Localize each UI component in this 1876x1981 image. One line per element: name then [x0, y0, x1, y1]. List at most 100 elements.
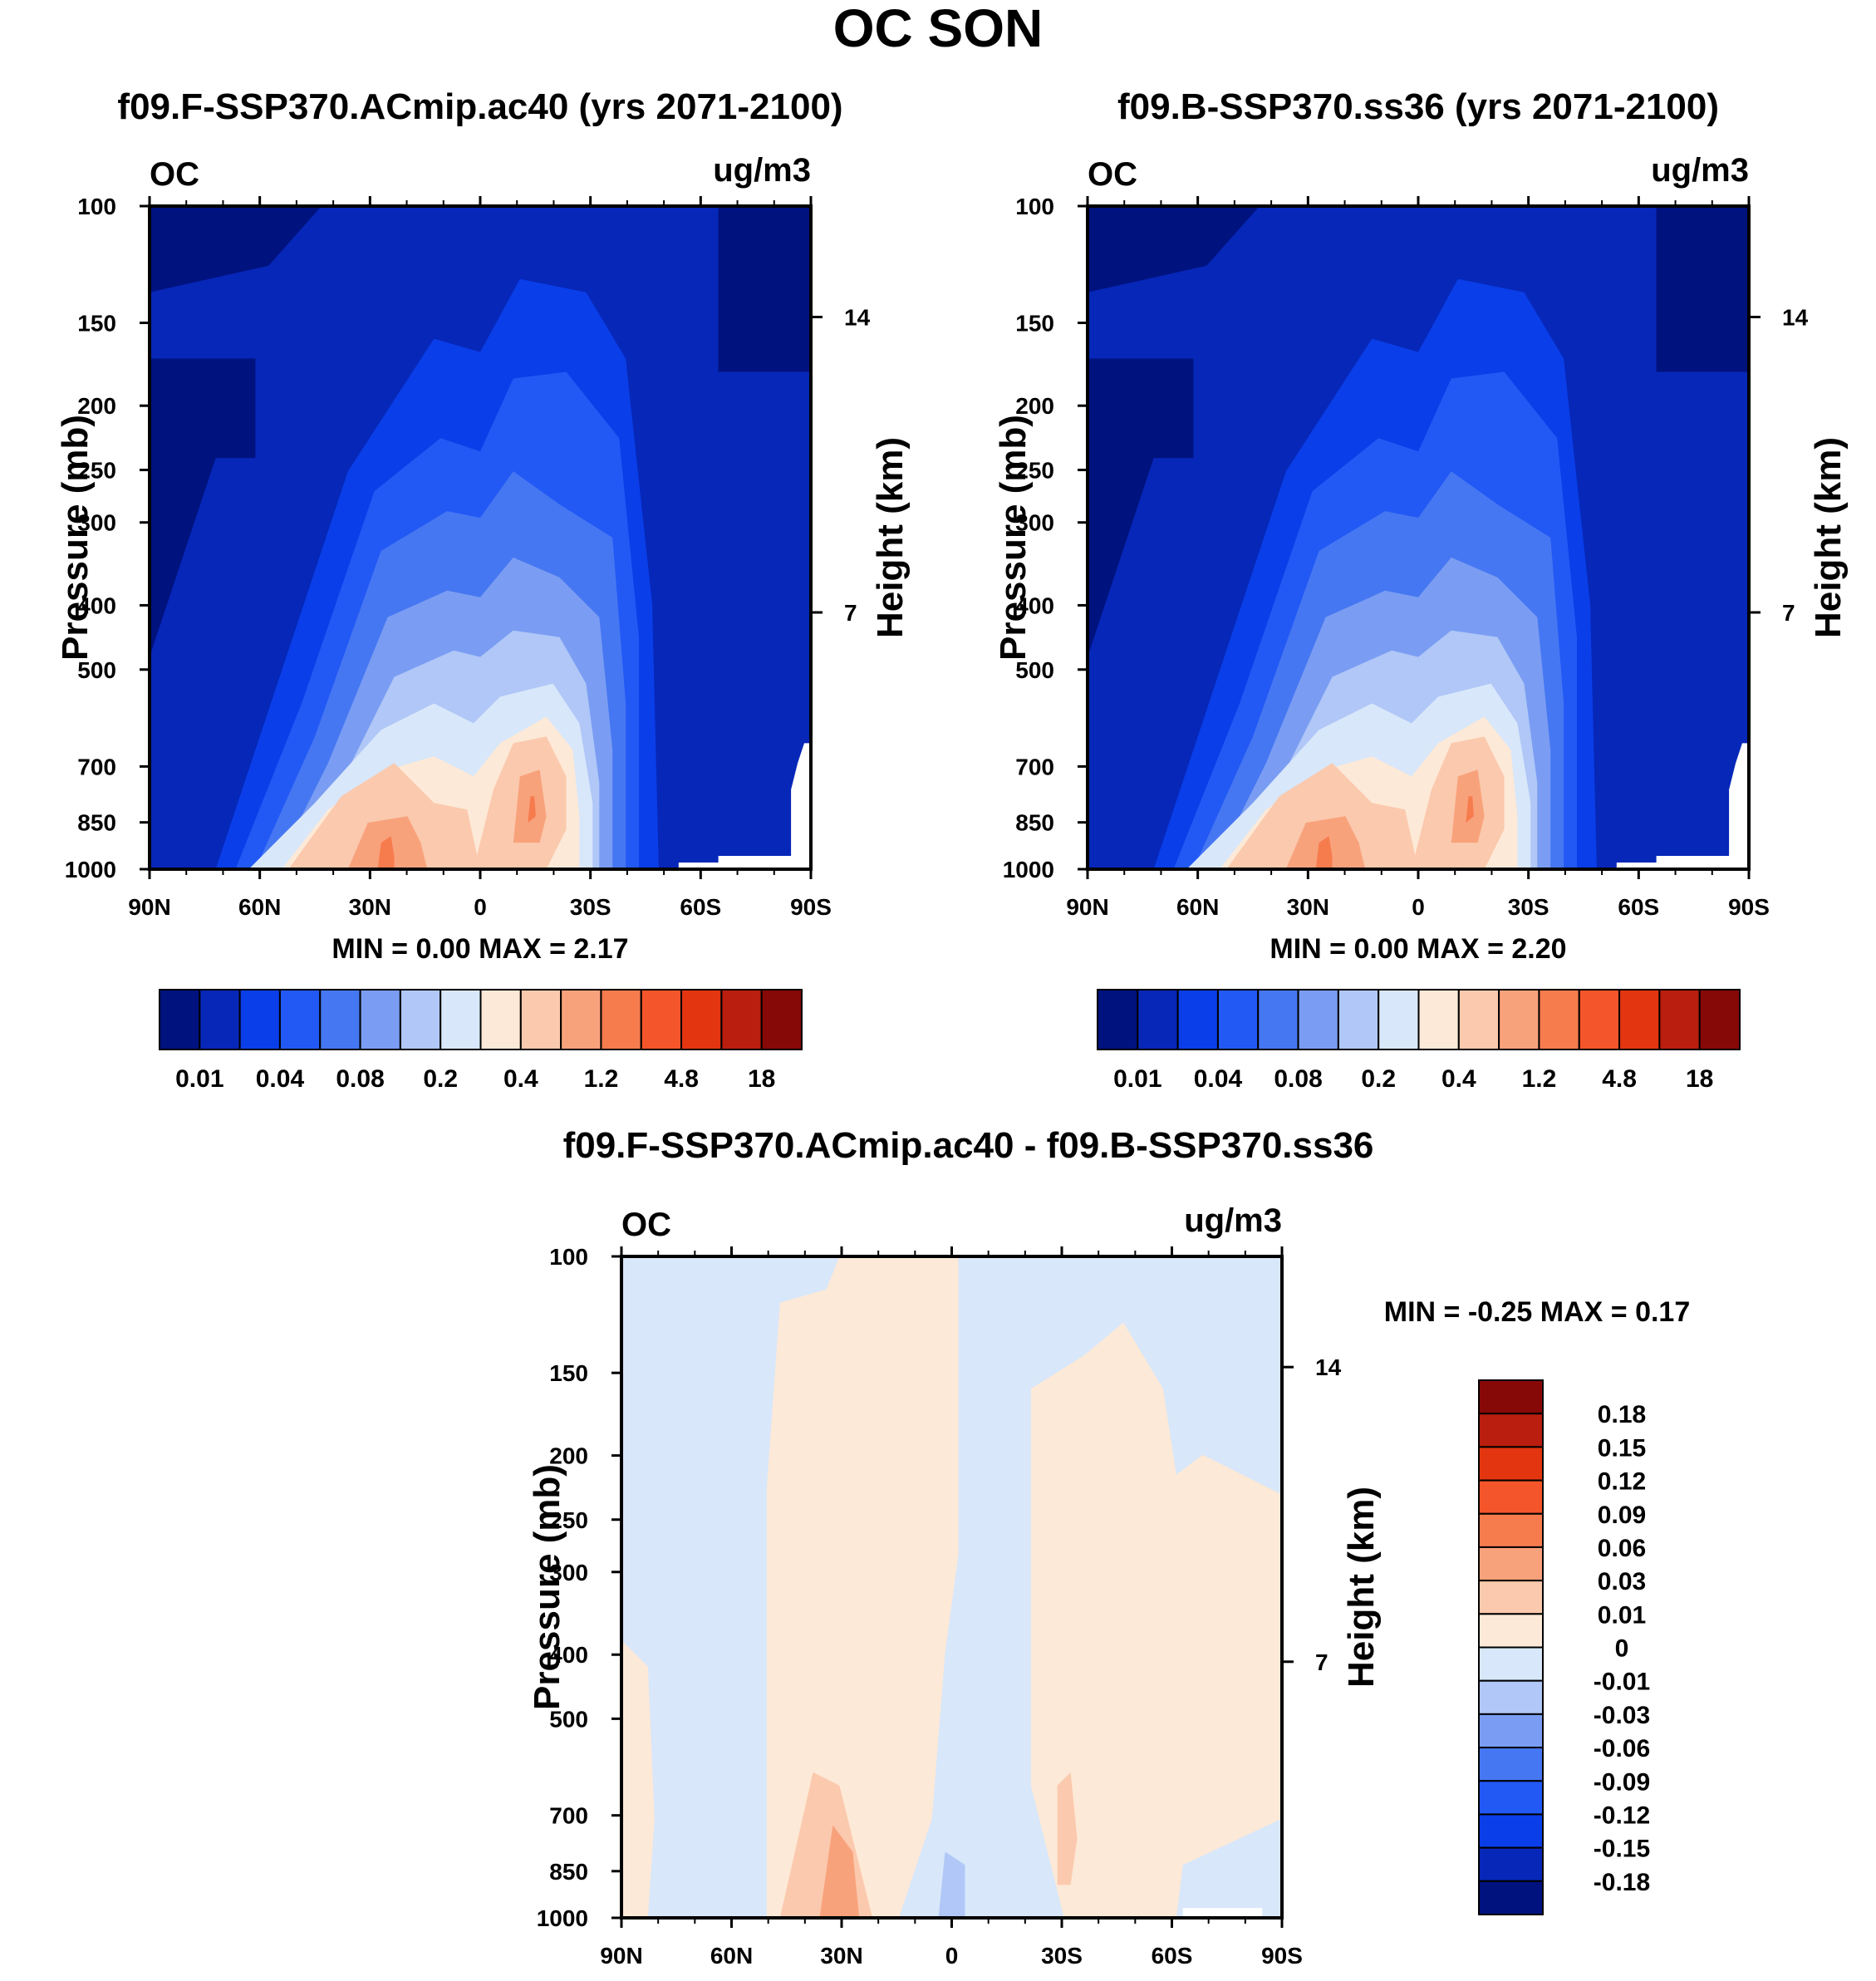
y-tick-label: 100 [1015, 194, 1054, 219]
colorbar-label: 18 [748, 1065, 775, 1093]
contour-level-9 [938, 1851, 965, 1918]
panel-title: f09.B-SSP370.ss36 (yrs 2071-2100) [1117, 86, 1719, 127]
x-tick-label: 60N [238, 894, 281, 920]
x-tick-label: 90N [1066, 894, 1108, 920]
y-tick-label: 1000 [1003, 857, 1054, 882]
missing-data-region [1616, 743, 1749, 869]
missing-data-region [1182, 1908, 1263, 1918]
x-tick-label: 90S [790, 894, 832, 920]
colorbar-swatch [1478, 1747, 1544, 1782]
y-tick-label: 400 [1015, 592, 1054, 618]
x-tick-label: 60S [1152, 1943, 1193, 1969]
y-tick-label: 850 [1015, 810, 1054, 836]
colorbar-label: -0.03 [1594, 1702, 1650, 1729]
colorbar-label: 0.08 [1274, 1065, 1322, 1093]
min-max-stats: MIN = -0.25 MAX = 0.17 [1384, 1296, 1691, 1328]
contour-level-7 [621, 1639, 655, 1918]
right-axis-title: Height (km) [870, 437, 911, 638]
x-tick-label: 30S [1508, 894, 1549, 920]
colorbar-swatch [1478, 1846, 1544, 1882]
y-tick-label: 250 [77, 458, 116, 484]
y-axis-title: Pressure (mb) [527, 1464, 567, 1710]
missing-data-region [678, 743, 811, 869]
y-tick-label: 1000 [65, 857, 116, 882]
y-tick-label: 400 [77, 592, 116, 618]
colorbar-label: -0.18 [1594, 1869, 1650, 1896]
colorbar-swatch [600, 989, 642, 1050]
x-tick-label: 30N [820, 1943, 862, 1969]
colorbar-swatch [720, 989, 763, 1050]
colorbar-label: -0.09 [1594, 1768, 1650, 1796]
units-label: ug/m3 [1184, 1202, 1282, 1239]
colorbar-swatch [1097, 989, 1139, 1050]
x-tick-label: 0 [1412, 894, 1425, 920]
y-tick-label: 300 [77, 510, 116, 536]
colorbar-swatch [1618, 989, 1661, 1050]
y-tick-label: 300 [1015, 510, 1054, 536]
right-tick-label: 7 [1782, 600, 1795, 626]
contour-level-7 [766, 1256, 959, 1918]
colorbar-swatch [1137, 989, 1179, 1050]
colorbar-label: 0.04 [256, 1065, 305, 1093]
right-axis-title: Height (km) [1808, 437, 1849, 638]
colorbar-swatch [1176, 989, 1219, 1050]
colorbar-label: 0.01 [175, 1065, 223, 1093]
y-tick-label: 300 [549, 1560, 588, 1585]
right-tick-label: 7 [1315, 1649, 1328, 1675]
colorbar-label: 0.18 [1598, 1401, 1646, 1428]
colorbar-swatch [560, 989, 602, 1050]
right-tick-label: 14 [1782, 305, 1809, 331]
colorbar-swatch [199, 989, 241, 1050]
colorbar-swatch [278, 989, 322, 1050]
colorbar-label: 0.2 [423, 1065, 458, 1093]
colorbar-swatch [1478, 1546, 1544, 1582]
colorbar-label: 18 [1686, 1065, 1713, 1093]
colorbar-label: 4.8 [1602, 1065, 1637, 1093]
colorbar-label: 0.03 [1598, 1568, 1646, 1595]
colorbar-swatch [359, 989, 401, 1050]
colorbar-swatch [1478, 1646, 1544, 1682]
contour-level-11 [528, 796, 536, 823]
colorbar-swatch [1578, 989, 1621, 1050]
contour-level-6 [1057, 1772, 1078, 1885]
colorbar-swatch [1698, 989, 1741, 1050]
contour-level-11 [377, 836, 395, 869]
y-tick-label: 850 [549, 1859, 588, 1885]
colorbar-swatch [1478, 1780, 1544, 1816]
colorbar-label: -0.15 [1594, 1836, 1650, 1863]
colorbar-label: 0.09 [1598, 1502, 1646, 1529]
colorbar-swatch [440, 989, 482, 1050]
colorbar-swatch [1457, 989, 1500, 1050]
colorbar-swatch [159, 989, 201, 1050]
contour-level-5 [819, 1825, 860, 1918]
units-label: ug/m3 [713, 152, 811, 189]
y-tick-label: 100 [77, 194, 116, 219]
panel-baseline-run: 90N 60N 30N 0 30S 60S 90S 100 150 200 250 300 400 500… [993, 86, 1849, 1093]
right-tick-label: 14 [1315, 1354, 1342, 1380]
y-tick-label: 250 [549, 1507, 588, 1533]
contour-level-9 [288, 763, 480, 869]
y-tick-label: 250 [1015, 458, 1054, 484]
y-tick-label: 100 [549, 1244, 588, 1270]
right-axis-title: Height (km) [1341, 1487, 1382, 1688]
panel-control-run: 90N 60N 30N 0 30S 60S 90S 100 150 200 250 300 400 500… [55, 86, 911, 1093]
x-tick-label: 90N [600, 1943, 642, 1969]
colorbar-swatch [1478, 1512, 1544, 1548]
colorbar-label: 0.01 [1598, 1601, 1646, 1629]
y-tick-label: 700 [77, 754, 116, 779]
colorbar-swatch [1538, 989, 1580, 1050]
colorbar-label: 0.04 [1194, 1065, 1243, 1093]
colorbar-swatch [1337, 989, 1380, 1050]
x-tick-label: 30S [570, 894, 611, 920]
right-tick-label: 7 [844, 600, 857, 626]
x-tick-label: 60N [1176, 894, 1219, 920]
contour-level-9 [1226, 763, 1418, 869]
contour-level-11 [1466, 796, 1474, 823]
colorbar-swatch [238, 989, 281, 1050]
colorbar-swatch [1478, 1813, 1544, 1849]
colorbar-swatch [519, 989, 562, 1050]
colorbar-swatch [1478, 1446, 1544, 1482]
y-axis-title: Pressure (mb) [55, 415, 96, 661]
colorbar-swatch [1216, 989, 1260, 1050]
y-tick-label: 850 [77, 810, 116, 836]
